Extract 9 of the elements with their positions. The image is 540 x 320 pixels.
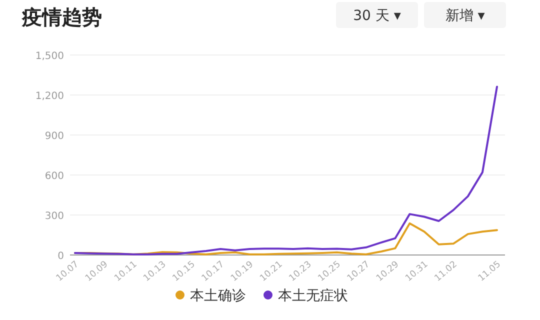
y-tick-label: 1,500 [35,51,64,62]
title: 疫情趋势 [22,5,102,29]
y-tick-label: 600 [44,171,64,182]
y-tick-label: 300 [44,211,64,222]
legend-label: 本土无症状 [278,288,348,304]
legend-label: 本土确诊 [190,288,246,304]
y-tick-label: 0 [58,251,64,262]
y-tick-label: 900 [44,131,64,142]
y-tick-label: 1,200 [35,91,64,102]
